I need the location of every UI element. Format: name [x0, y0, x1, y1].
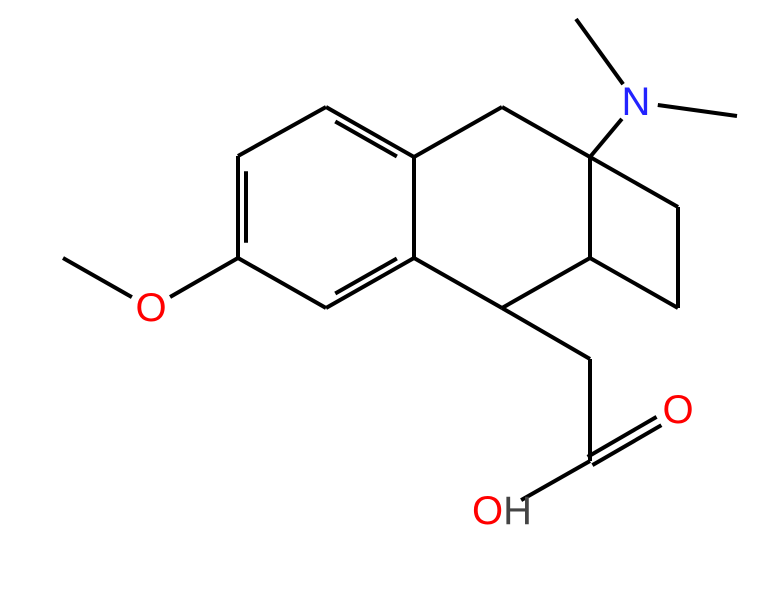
bond: [326, 258, 414, 308]
bond: [588, 417, 657, 457]
bond: [658, 105, 737, 116]
bond: [335, 121, 397, 156]
atom-label-n: N: [622, 80, 651, 124]
bond: [502, 107, 590, 157]
atom-label-oh: OH: [472, 489, 532, 533]
bond: [238, 258, 326, 308]
atom-label-o: O: [662, 388, 693, 432]
bond: [63, 258, 132, 297]
bond: [414, 258, 502, 308]
bond: [502, 258, 590, 308]
bond: [590, 157, 678, 207]
bond: [335, 259, 397, 294]
bond: [590, 258, 678, 308]
bond: [170, 258, 238, 297]
bond: [238, 107, 326, 156]
bond: [592, 425, 661, 465]
bond: [590, 119, 622, 157]
atom-label-o: O: [135, 286, 166, 330]
bond: [576, 19, 623, 84]
bond: [502, 308, 590, 359]
bond: [414, 107, 502, 157]
molecule-diagram: O N O OH: [0, 0, 782, 602]
bond: [326, 107, 414, 157]
